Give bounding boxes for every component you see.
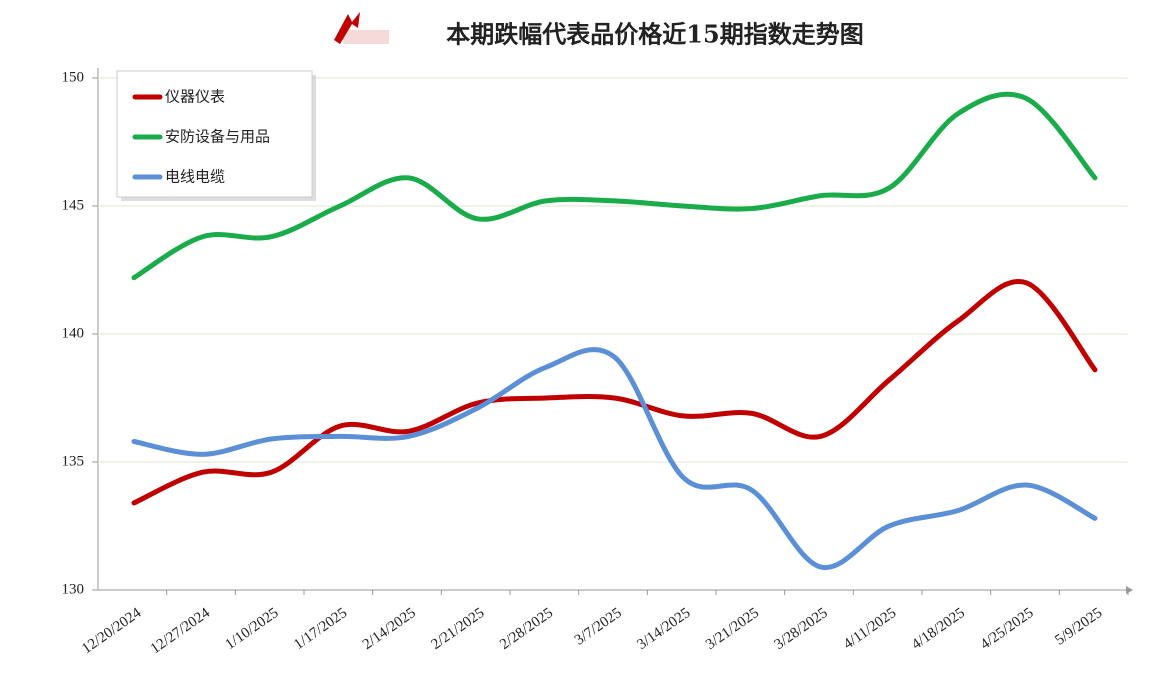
y-tick-label: 140 xyxy=(62,325,85,341)
y-tick-label: 145 xyxy=(62,197,85,213)
chart-title: 本期跌幅代表品价格近15期指数走势图 xyxy=(446,20,863,49)
y-tick-label: 130 xyxy=(62,581,85,597)
x-tick-label: 1/17/2025 xyxy=(291,605,350,653)
x-tick-label: 3/28/2025 xyxy=(772,605,831,653)
x-tick-label: 4/11/2025 xyxy=(841,605,900,653)
logo xyxy=(334,12,389,44)
x-tick-label: 3/7/2025 xyxy=(572,605,625,649)
x-tick-label: 3/21/2025 xyxy=(703,605,762,653)
x-tick-label: 12/27/2024 xyxy=(148,605,214,658)
y-tick-label: 150 xyxy=(62,69,85,85)
x-tick-label: 5/9/2025 xyxy=(1052,605,1105,649)
y-tick-label: 135 xyxy=(62,453,85,469)
series-line xyxy=(131,278,1098,506)
series-line xyxy=(131,91,1098,281)
legend-label: 仪器仪表 xyxy=(165,88,225,106)
x-tick-label: 3/14/2025 xyxy=(634,605,693,653)
x-tick-label: 1/10/2025 xyxy=(223,605,282,653)
x-tick-label: 2/28/2025 xyxy=(497,605,556,653)
x-tick-label: 12/20/2024 xyxy=(79,605,145,658)
axis-arrow xyxy=(1126,586,1133,594)
x-tick-label: 4/18/2025 xyxy=(909,605,968,653)
x-tick-label: 2/21/2025 xyxy=(428,605,487,653)
series-line xyxy=(131,347,1098,571)
x-tick-label: 2/14/2025 xyxy=(360,605,419,653)
x-tick-label: 4/25/2025 xyxy=(978,605,1037,653)
legend-label: 安防设备与用品 xyxy=(165,128,270,146)
legend-label: 电线电缆 xyxy=(165,168,225,186)
